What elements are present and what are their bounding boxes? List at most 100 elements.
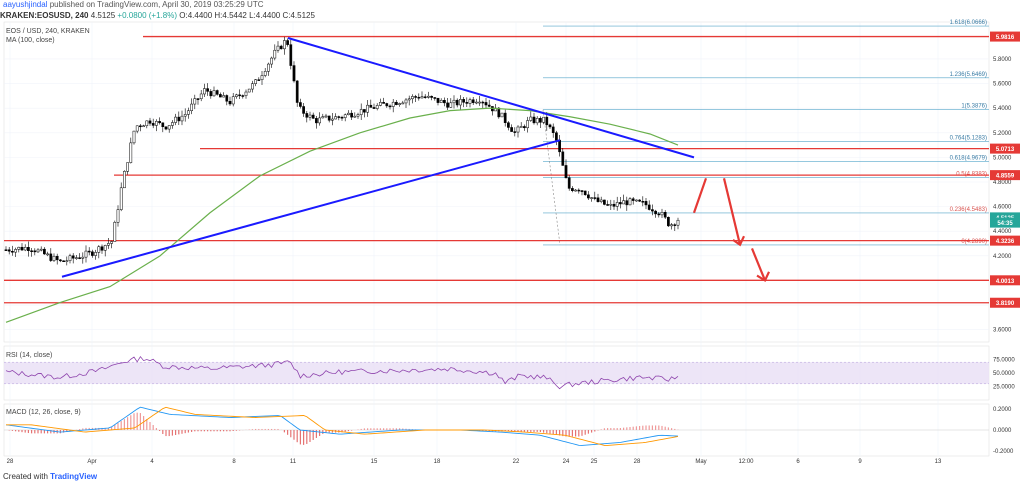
tradingview-logo[interactable]: TradingView xyxy=(50,472,98,481)
candle-body xyxy=(356,114,360,117)
support-resistance-lines xyxy=(4,35,989,304)
candle-body xyxy=(510,127,513,132)
candle-body xyxy=(270,57,273,65)
candle-body xyxy=(158,121,161,124)
candle-body xyxy=(161,122,165,128)
candle-body xyxy=(535,118,539,124)
last-price: 4.5125 xyxy=(90,11,116,20)
x-tick-label: 18 xyxy=(434,459,441,465)
candle-body xyxy=(487,104,491,107)
candle-body xyxy=(334,116,337,120)
candle-body xyxy=(388,105,392,108)
candle-body xyxy=(382,102,385,104)
candle-body xyxy=(628,198,632,206)
candle-body xyxy=(350,112,353,118)
rsi-line xyxy=(5,355,679,390)
symbol-label: KRAKEN:EOSUSD, 240 xyxy=(0,11,89,20)
candle-body xyxy=(190,103,193,111)
y-tick-label: 4.2000 xyxy=(993,254,1012,260)
candle-body xyxy=(644,201,648,206)
high-label: H: xyxy=(214,11,223,20)
fib-trend-line xyxy=(542,109,561,245)
candle-body xyxy=(193,98,197,105)
candle-body xyxy=(455,99,459,106)
candle-body xyxy=(420,96,424,99)
candle-body xyxy=(619,202,622,205)
candle-body xyxy=(622,200,625,205)
ma-legend: MA (100, close) xyxy=(6,37,55,44)
candle-body xyxy=(30,250,33,252)
candle-body xyxy=(273,49,277,59)
x-tick-label: 22 xyxy=(513,459,520,465)
forecast-arrowhead-2 xyxy=(756,271,770,283)
candle-body xyxy=(337,116,341,118)
candle-body xyxy=(254,79,257,84)
price-tag-box xyxy=(990,170,1020,181)
candle-body xyxy=(81,256,85,259)
candle-body xyxy=(100,246,104,251)
high-value: 4.5442 xyxy=(222,11,247,20)
candle-body xyxy=(475,101,478,104)
ohlc-legend: KRAKEN:EOSUSD, 240 4.5125 +0.0800 (+1.8%… xyxy=(0,11,315,21)
y-tick-label: 5.6000 xyxy=(993,82,1012,88)
candle-body xyxy=(318,117,321,124)
candle-body xyxy=(366,104,369,113)
candle-body xyxy=(539,118,542,123)
candle-body xyxy=(401,102,405,105)
fib-level-label: 1.236(5.6469) xyxy=(950,72,987,78)
candle-body xyxy=(651,209,654,212)
candle-body xyxy=(587,194,590,199)
x-tick-label: Apr xyxy=(87,459,96,465)
candle-body xyxy=(615,202,619,207)
candle-body xyxy=(369,104,373,108)
price-tags: 5.98165.07134.85594.512554:354.32364.001… xyxy=(990,31,1020,308)
candle-body xyxy=(196,98,200,100)
candle-body xyxy=(78,257,81,259)
candle-body xyxy=(516,126,520,133)
candle-body xyxy=(465,102,469,104)
candle-body xyxy=(68,255,72,261)
candle-body xyxy=(411,96,414,100)
candle-body xyxy=(27,247,30,251)
rsi-band xyxy=(4,362,989,384)
candle-body xyxy=(59,259,62,262)
candle-body xyxy=(203,88,206,95)
candle-body xyxy=(609,203,613,206)
candle-body xyxy=(84,250,88,258)
candle-body xyxy=(91,251,94,256)
ma-line xyxy=(5,107,679,323)
fib-level-label: 1(5.3876) xyxy=(961,104,987,110)
footer: Created with TradingView xyxy=(3,472,97,482)
candle-body xyxy=(299,102,302,107)
candle-body xyxy=(331,118,334,121)
candle-body xyxy=(43,248,46,255)
candle-body xyxy=(404,99,408,104)
candle-body xyxy=(372,107,376,109)
candle-body xyxy=(71,255,75,259)
candle-body xyxy=(260,75,264,80)
candle-body xyxy=(462,99,465,103)
candle-body xyxy=(647,204,651,210)
rsi-tick-label: 50.0000 xyxy=(993,371,1015,377)
candle-body xyxy=(33,250,37,253)
candle-body xyxy=(14,249,17,253)
candle-body xyxy=(395,101,398,105)
price-tag-label: 5.0713 xyxy=(996,147,1015,153)
price-tag-label: 4.8559 xyxy=(996,174,1015,180)
candle-body xyxy=(571,188,574,191)
author-link[interactable]: aayushjindal xyxy=(3,0,48,9)
candle-body xyxy=(228,100,232,105)
candle-body xyxy=(523,126,526,129)
candle-body xyxy=(267,63,270,72)
candle-body xyxy=(321,116,325,119)
candle-body xyxy=(145,120,149,127)
candle-body xyxy=(129,142,133,163)
forecast-arrow-down-2 xyxy=(750,248,767,281)
candle-body xyxy=(247,88,251,93)
forecast-arrow-down xyxy=(722,178,742,246)
candle-body xyxy=(55,255,59,261)
candle-body xyxy=(206,88,209,92)
ascending-trendline xyxy=(61,139,561,278)
candle-body xyxy=(427,95,430,98)
